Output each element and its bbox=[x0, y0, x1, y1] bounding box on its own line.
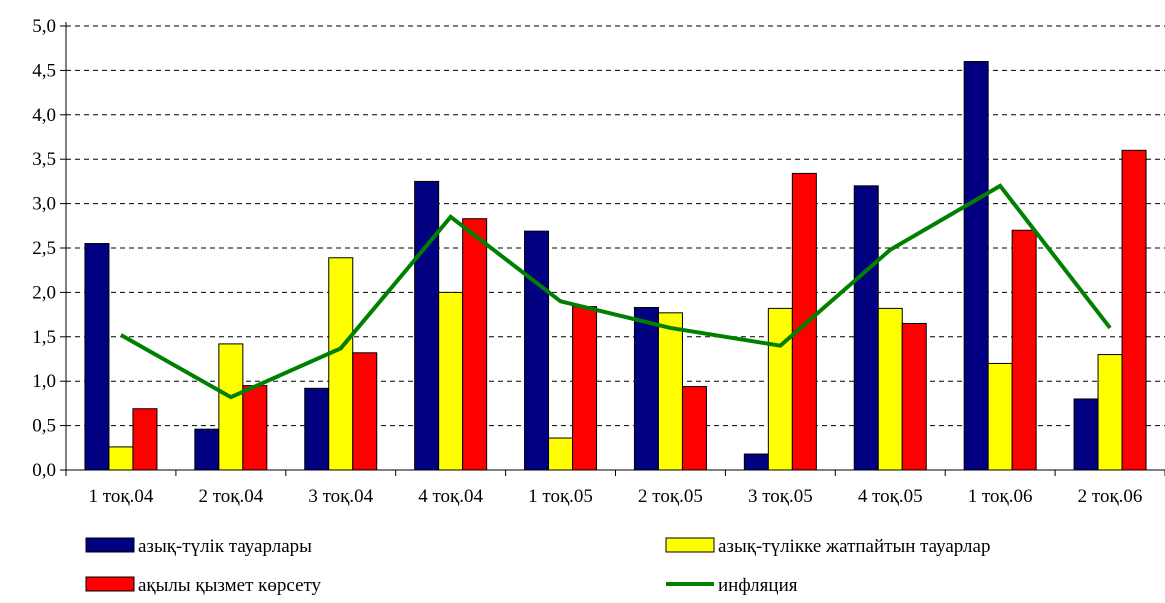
bar bbox=[1073, 398, 1099, 471]
x-tick-label: 1 тоқ.04 bbox=[89, 486, 154, 507]
bar bbox=[657, 312, 683, 471]
bar bbox=[853, 185, 879, 471]
bar bbox=[877, 307, 903, 471]
legend-label: инфляция bbox=[718, 575, 798, 596]
bar bbox=[633, 306, 659, 471]
bar bbox=[548, 437, 574, 471]
bar bbox=[572, 306, 598, 471]
bar bbox=[901, 322, 927, 471]
bar bbox=[414, 180, 440, 471]
bar bbox=[218, 343, 244, 471]
x-tick-label: 2 тоқ.04 bbox=[198, 486, 263, 507]
y-tick-label: 3,5 bbox=[32, 149, 56, 170]
y-tick-label: 0,5 bbox=[32, 416, 56, 437]
x-tick-label: 1 тоқ.06 bbox=[968, 486, 1033, 507]
bar bbox=[328, 257, 354, 471]
legend-label: ақылы қызмет көрсету bbox=[138, 575, 322, 596]
x-tick-label: 3 тоқ.05 bbox=[748, 486, 813, 507]
bar bbox=[1011, 229, 1037, 471]
bar bbox=[963, 61, 989, 471]
legend-label: азық-түлік тауарлары bbox=[138, 536, 312, 557]
y-tick-labels: 0,0 0,5 1,0 1,5 2,0 2,5 3,0 3,5 4,0 4,5 5,0 bbox=[32, 16, 56, 481]
y-tick-label: 1,5 bbox=[32, 327, 56, 348]
y-tick-label: 1,0 bbox=[32, 371, 56, 392]
bar bbox=[743, 453, 769, 471]
y-tick-label: 2,5 bbox=[32, 238, 56, 259]
bar bbox=[194, 428, 220, 471]
inflation-line-group bbox=[119, 183, 1112, 400]
axes bbox=[60, 22, 1165, 476]
y-tick-label: 4,5 bbox=[32, 60, 56, 81]
bar bbox=[681, 386, 707, 471]
legend-swatch bbox=[665, 537, 715, 553]
legend-swatch bbox=[85, 576, 135, 592]
grid-lines bbox=[66, 25, 1165, 427]
legend-label: азық-түлікке жатпайтын тауарлар bbox=[718, 536, 990, 557]
x-tick-label: 4 тоқ.05 bbox=[858, 486, 923, 507]
bar bbox=[84, 243, 110, 471]
y-tick-label: 4,0 bbox=[32, 105, 56, 126]
y-tick-label: 5,0 bbox=[32, 16, 56, 37]
y-tick-label: 3,0 bbox=[32, 194, 56, 215]
bar bbox=[1121, 149, 1147, 471]
bar bbox=[242, 385, 268, 471]
bar bbox=[438, 291, 464, 471]
y-tick-label: 2,0 bbox=[32, 282, 56, 303]
x-tick-labels: 1 тоқ.04 2 тоқ.04 3 тоқ.04 4 тоқ.04 1 тоқ.05… bbox=[89, 486, 1143, 507]
bar bbox=[524, 230, 550, 471]
x-tick-label: 2 тоқ.06 bbox=[1078, 486, 1143, 507]
inflation-line bbox=[119, 183, 1112, 400]
y-tick-label: 0,0 bbox=[32, 460, 56, 481]
bar bbox=[791, 172, 817, 471]
bar bbox=[1097, 354, 1123, 471]
legend-swatch bbox=[85, 537, 135, 553]
x-tick-label: 2 тоқ.05 bbox=[638, 486, 703, 507]
x-tick-label: 3 тоқ.04 bbox=[308, 486, 373, 507]
bar bbox=[462, 218, 488, 471]
bar bbox=[304, 387, 330, 471]
bars bbox=[84, 61, 1147, 471]
bar bbox=[767, 307, 793, 471]
x-tick-label: 4 тоқ.04 bbox=[418, 486, 483, 507]
bar bbox=[108, 446, 134, 471]
bar bbox=[987, 362, 1013, 471]
bar bbox=[132, 408, 158, 471]
bar bbox=[352, 352, 378, 471]
x-tick-label: 1 тоқ.05 bbox=[528, 486, 593, 507]
legend: азық-түлік тауарлары азық-түлікке жатпайт… bbox=[85, 536, 990, 596]
